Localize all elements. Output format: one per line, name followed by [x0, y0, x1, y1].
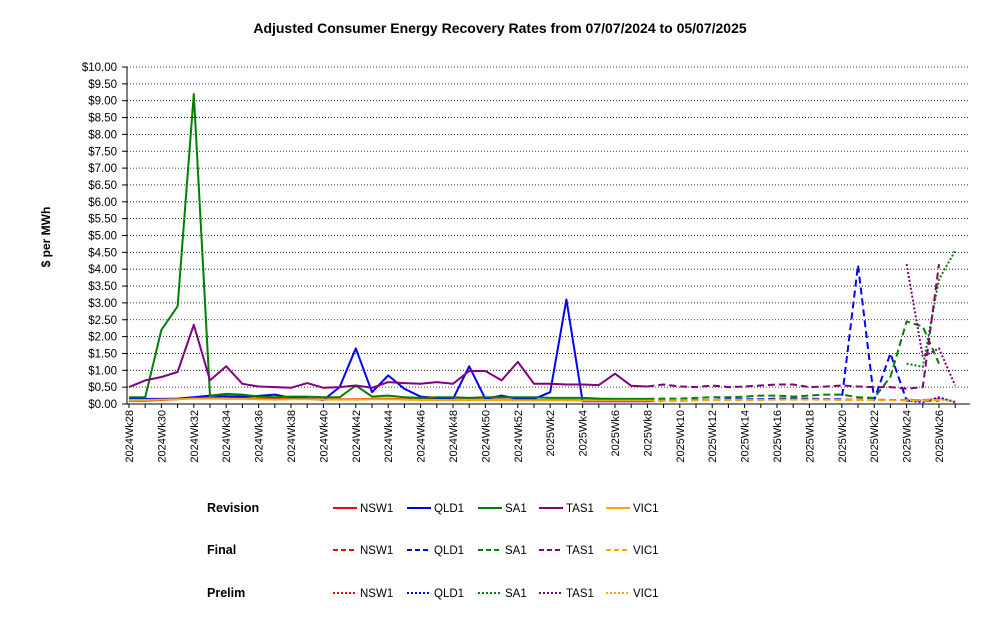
legend: Revision NSW1 QLD1 SA1 TAS1 VIC1 Final NSW1 QLD1… [207, 501, 659, 600]
y-tick-label: $8.50 [88, 113, 117, 125]
x-tick-label: 2025Wk6 [610, 410, 622, 456]
y-tick-label: $8.00 [88, 129, 117, 141]
y-tick-label: $5.50 [88, 214, 117, 226]
y-tick-label: $1.00 [88, 365, 117, 377]
legend-label-qld1: QLD1 [434, 545, 464, 557]
x-tick-label: 2024Wk34 [221, 410, 233, 463]
x-tick-label: 2025Wk24 [902, 410, 914, 463]
legend-label-nsw1: NSW1 [360, 503, 393, 515]
y-tick-label: $2.00 [88, 332, 117, 344]
y-tick-label: $7.50 [88, 146, 117, 158]
legend-label-vic1: VIC1 [633, 503, 659, 515]
x-tick-label: 2025Wk14 [740, 410, 752, 463]
x-tick-label: 2024Wk42 [351, 410, 363, 463]
legend-label-tas1: TAS1 [566, 545, 594, 557]
series-line-qld1-final [647, 264, 939, 403]
legend-label-qld1: QLD1 [434, 503, 464, 515]
x-tick-label: 2024Wk32 [189, 410, 201, 463]
legend-label-nsw1: NSW1 [360, 545, 393, 557]
series-line-tas1-revision [128, 323, 648, 389]
x-tick-label: 2025Wk16 [772, 410, 784, 463]
grid [127, 66, 970, 405]
y-axis-label: $ per MWh [39, 207, 53, 268]
series-line-sa1-revision [129, 93, 648, 400]
legend-label-sa1: SA1 [505, 588, 527, 600]
series-lines [128, 93, 957, 404]
chart-title: Adjusted Consumer Energy Recovery Rates … [253, 20, 747, 36]
y-tick-label: $10.00 [82, 62, 117, 74]
y-tick-label: $5.00 [88, 231, 117, 243]
legend-group-label: Prelim [207, 586, 245, 600]
legend-label-sa1: SA1 [505, 545, 527, 557]
x-tick-label: 2025Wk26 [934, 410, 946, 463]
y-tick-label: $3.50 [88, 281, 117, 293]
x-tick-label: 2025Wk8 [642, 410, 654, 456]
x-tick-label: 2025Wk12 [707, 410, 719, 463]
x-tick-label: 2024Wk36 [254, 410, 266, 463]
legend-label-qld1: QLD1 [434, 588, 464, 600]
legend-label-tas1: TAS1 [566, 588, 594, 600]
legend-label-sa1: SA1 [505, 503, 527, 515]
x-tick-label: 2024Wk28 [124, 410, 136, 463]
x-tick-label: 2025Wk4 [578, 410, 590, 456]
y-tick-label: $6.50 [88, 180, 117, 192]
axes: $0.00 $0.50 $1.00 $1.50 $2.00 $2.50 $3.00 $3.50… [82, 62, 970, 463]
x-tick-label: 2024Wk46 [416, 410, 428, 463]
legend-label-nsw1: NSW1 [360, 588, 393, 600]
legend-group-label: Final [207, 543, 236, 557]
y-tick-label: $2.50 [88, 315, 117, 327]
y-tick-label: $4.00 [88, 264, 117, 276]
x-tick-label: 2024Wk40 [318, 410, 330, 463]
x-tick-label: 2025Wk18 [804, 410, 816, 463]
y-tick-label: $1.50 [88, 348, 117, 360]
x-tick-label: 2024Wk50 [480, 410, 492, 463]
x-tick-label: 2024Wk38 [286, 410, 298, 463]
y-tick-label: $3.00 [88, 298, 117, 310]
series-line-sa1-prelim [906, 250, 957, 368]
series-line-vic1-prelim [906, 399, 956, 403]
y-tick-label: $0.00 [88, 399, 117, 411]
series-line-vic1-final [647, 398, 940, 402]
legend-label-tas1: TAS1 [566, 503, 594, 515]
y-tick-label: $6.00 [88, 197, 117, 209]
x-tick-label: 2025Wk10 [675, 410, 687, 463]
series-line-tas1-final [647, 263, 940, 390]
x-tick-label: 2024Wk44 [383, 410, 395, 463]
series-line-sa1-final [647, 320, 940, 400]
legend-label-vic1: VIC1 [633, 545, 659, 557]
y-tick-label: $0.50 [88, 382, 117, 394]
x-tick-label: 2024Wk48 [448, 410, 460, 463]
x-tick-label: 2025Wk2 [545, 410, 557, 456]
x-tick-label: 2024Wk30 [156, 410, 168, 463]
legend-group-label: Revision [207, 501, 259, 515]
y-tick-label: $9.00 [88, 96, 117, 108]
series-line-tas1-prelim [905, 263, 957, 386]
x-tick-label: 2025Wk20 [837, 410, 849, 463]
y-tick-label: $4.50 [88, 247, 117, 259]
y-tick-label: $9.50 [88, 79, 117, 91]
series-line-vic1-revision [129, 397, 648, 402]
x-tick-label: 2025Wk22 [869, 410, 881, 463]
x-tick-label: 2024Wk52 [513, 410, 525, 463]
y-tick-label: $7.00 [88, 163, 117, 175]
legend-label-vic1: VIC1 [633, 588, 659, 600]
